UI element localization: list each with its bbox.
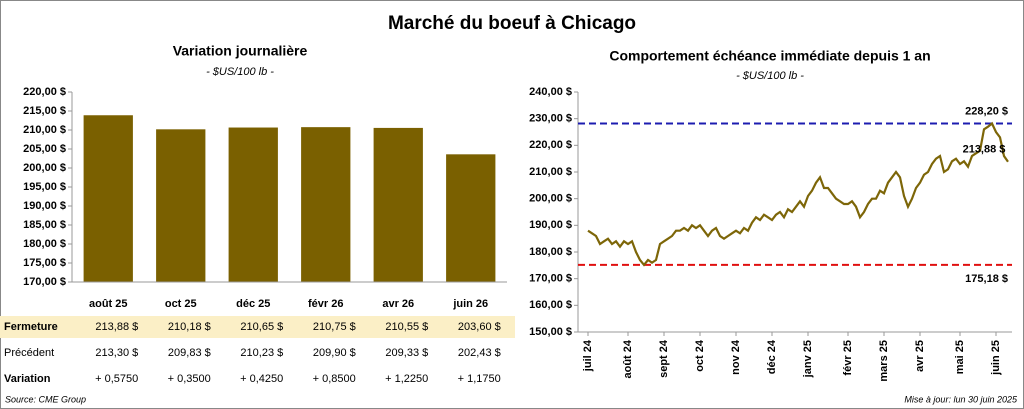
table-cell: 213,88 $ — [95, 321, 138, 333]
x-tick-label: oct 24 — [694, 339, 706, 372]
x-tick-label: mai 25 — [954, 340, 966, 374]
updated: Mise à jour: lun 30 juin 2025 — [904, 394, 1018, 404]
table-cell: 209,33 $ — [385, 347, 428, 359]
row-header: Fermeture — [4, 321, 58, 333]
page-title: Marché du boeuf à Chicago — [388, 13, 636, 34]
table-cell: 203,60 $ — [458, 321, 501, 333]
table-cell: + 0,3500 — [168, 373, 211, 385]
table-cell: 202,43 $ — [458, 347, 501, 359]
y-tick-label: 240,00 $ — [529, 86, 572, 98]
bar — [228, 127, 278, 282]
last-value-label: 213,88 $ — [963, 144, 1006, 156]
table-cell: 210,75 $ — [313, 321, 356, 333]
x-tick-label: juil 24 — [582, 339, 594, 372]
source: Source: CME Group — [5, 394, 86, 404]
x-tick-label: janv 25 — [802, 340, 814, 378]
y-tick-label: 190,00 $ — [529, 219, 572, 231]
price-line — [587, 121, 1009, 267]
y-tick-label: 190,00 $ — [23, 200, 66, 212]
y-tick-label: 175,00 $ — [23, 257, 66, 269]
bar — [83, 115, 133, 282]
y-tick-label: 220,00 $ — [23, 86, 66, 98]
table-cell: 209,83 $ — [168, 347, 211, 359]
reference-label: 228,20 $ — [965, 105, 1008, 117]
table-cell: + 0,8500 — [313, 373, 356, 385]
y-tick-label: 180,00 $ — [529, 246, 572, 258]
row-header: Variation — [4, 373, 51, 385]
x-tick-label: févr 25 — [842, 340, 854, 375]
y-tick-label: 160,00 $ — [529, 299, 572, 311]
y-tick-label: 210,00 $ — [23, 124, 66, 136]
y-tick-label: 170,00 $ — [529, 273, 572, 285]
table-cell: 210,18 $ — [168, 321, 211, 333]
x-tick-label: févr 26 — [308, 298, 343, 310]
row-highlight — [0, 316, 515, 338]
y-tick-label: 230,00 $ — [529, 113, 572, 125]
x-tick-label: déc 24 — [766, 339, 778, 374]
y-tick-label: 195,00 $ — [23, 181, 66, 193]
chart-subtitle: - $US/100 lb - — [736, 70, 804, 82]
table-cell: + 1,2250 — [385, 373, 428, 385]
table-cell: + 0,5750 — [95, 373, 138, 385]
table-cell: + 0,4250 — [240, 373, 283, 385]
chart-title: Variation journalière — [173, 43, 308, 59]
y-tick-label: 210,00 $ — [529, 166, 572, 178]
table-cell: 209,90 $ — [313, 347, 356, 359]
y-tick-label: 200,00 $ — [529, 193, 572, 205]
y-tick-label: 150,00 $ — [529, 326, 572, 338]
bar — [446, 154, 496, 282]
x-tick-label: nov 24 — [730, 339, 742, 375]
y-tick-label: 215,00 $ — [23, 105, 66, 117]
x-tick-label: mars 25 — [878, 340, 890, 382]
x-tick-label: août 25 — [89, 298, 128, 310]
table-cell: 210,65 $ — [240, 321, 283, 333]
x-tick-label: juin 25 — [990, 340, 1002, 376]
x-tick-label: avr 25 — [914, 340, 926, 372]
x-tick-label: déc 25 — [236, 298, 270, 310]
row-header: Précédent — [4, 347, 54, 359]
x-tick-label: août 24 — [622, 339, 634, 378]
y-tick-label: 200,00 $ — [23, 162, 66, 174]
bar — [301, 127, 351, 283]
y-tick-label: 220,00 $ — [529, 139, 572, 151]
chart-subtitle: - $US/100 lb - — [206, 66, 274, 78]
table-cell: 210,55 $ — [385, 321, 428, 333]
y-tick-label: 180,00 $ — [23, 238, 66, 250]
table-cell: 213,30 $ — [95, 347, 138, 359]
y-tick-label: 205,00 $ — [23, 143, 66, 155]
table-cell: + 1,1750 — [458, 373, 501, 385]
bar — [373, 127, 423, 282]
reference-label: 175,18 $ — [965, 273, 1008, 285]
table-cell: 210,23 $ — [240, 347, 283, 359]
x-tick-label: sept 24 — [658, 339, 670, 378]
bar — [156, 129, 206, 282]
y-tick-label: 170,00 $ — [23, 276, 66, 288]
x-tick-label: juin 26 — [452, 298, 488, 310]
chart-title: Comportement échéance immédiate depuis 1… — [609, 48, 930, 64]
x-tick-label: oct 25 — [165, 298, 197, 310]
y-tick-label: 185,00 $ — [23, 219, 66, 231]
x-tick-label: avr 26 — [382, 298, 414, 310]
